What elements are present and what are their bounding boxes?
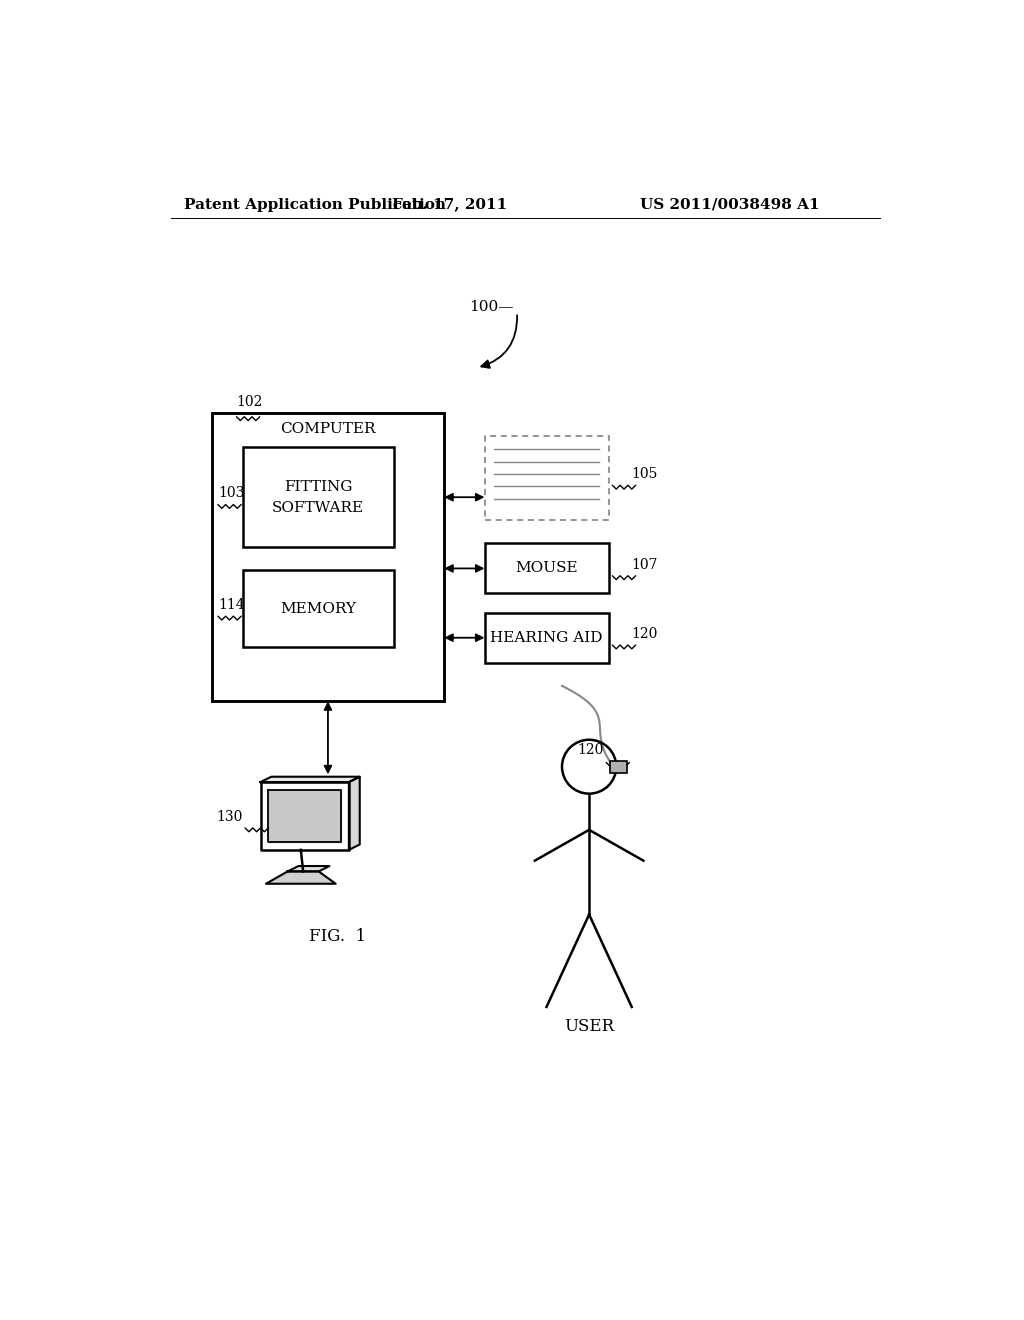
Text: COMPUTER: COMPUTER	[281, 422, 376, 437]
Text: 120: 120	[578, 743, 604, 756]
Polygon shape	[288, 866, 330, 871]
Polygon shape	[349, 776, 359, 850]
Text: 120: 120	[632, 627, 658, 642]
Text: MOUSE: MOUSE	[515, 561, 578, 576]
Text: FITTING
SOFTWARE: FITTING SOFTWARE	[272, 480, 365, 515]
Polygon shape	[266, 871, 336, 884]
Polygon shape	[268, 789, 341, 842]
Text: FIG.  1: FIG. 1	[308, 928, 366, 945]
Text: MEMORY: MEMORY	[281, 602, 356, 616]
Bar	[243, 447, 394, 548]
Text: Patent Application Publication: Patent Application Publication	[183, 198, 445, 211]
Bar	[610, 760, 627, 774]
Bar	[212, 412, 444, 701]
FancyArrowPatch shape	[481, 315, 517, 368]
Text: 100—: 100—	[469, 300, 514, 314]
Text: HEARING AID: HEARING AID	[490, 631, 603, 644]
Text: 107: 107	[632, 557, 658, 572]
Text: USER: USER	[564, 1019, 614, 1035]
Bar	[484, 612, 608, 663]
Text: 105: 105	[632, 467, 658, 480]
Text: 130: 130	[216, 809, 243, 824]
Text: US 2011/0038498 A1: US 2011/0038498 A1	[640, 198, 819, 211]
Bar	[243, 570, 394, 647]
Text: 102: 102	[237, 395, 263, 409]
Text: 114: 114	[218, 598, 245, 612]
Polygon shape	[260, 776, 359, 781]
Bar	[484, 544, 608, 594]
Bar	[484, 436, 608, 520]
Text: Feb. 17, 2011: Feb. 17, 2011	[392, 198, 507, 211]
Text: 103: 103	[218, 486, 245, 500]
